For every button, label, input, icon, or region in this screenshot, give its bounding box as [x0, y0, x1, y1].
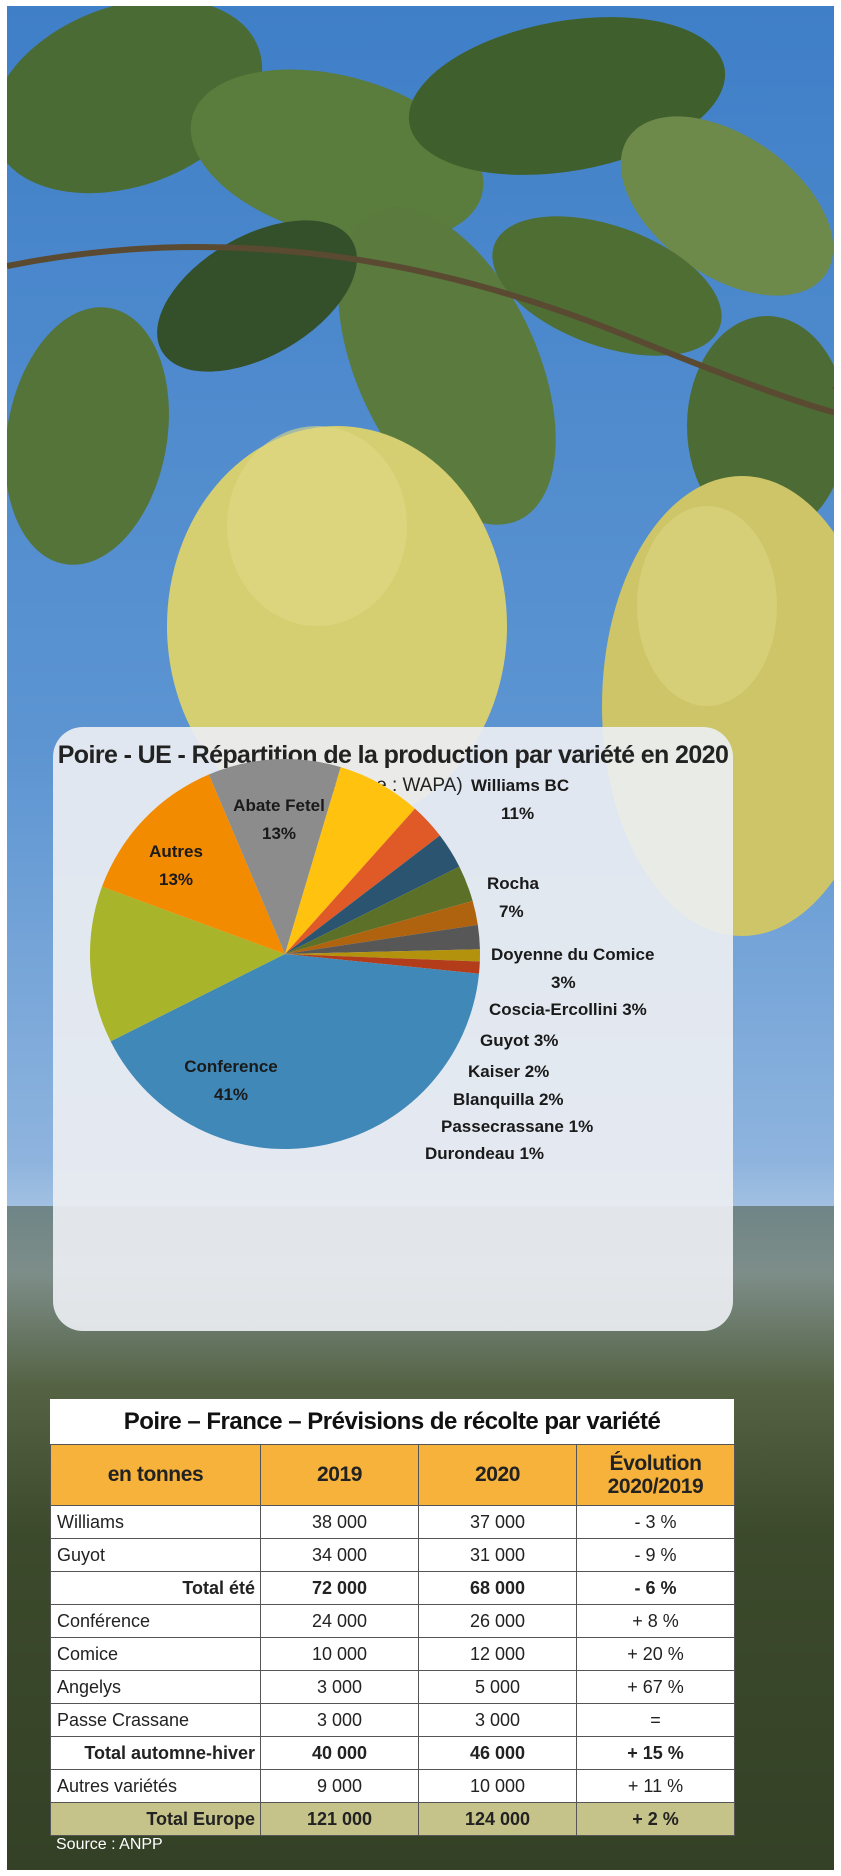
header-evolution: Évolution 2020/2019: [576, 1444, 735, 1506]
value-2019: 38 000: [260, 1505, 419, 1539]
evolution-value: =: [576, 1703, 735, 1737]
evolution-value: - 3 %: [576, 1505, 735, 1539]
value-2020: 68 000: [418, 1571, 577, 1605]
value-2019: 3 000: [260, 1670, 419, 1704]
slice-label: Blanquilla 2%: [453, 1090, 564, 1109]
evolution-value: + 67 %: [576, 1670, 735, 1704]
slice-label: Guyot 3%: [480, 1031, 558, 1050]
value-2019: 34 000: [260, 1538, 419, 1572]
table-row: Comice 10 000 12 000 + 20 %: [50, 1637, 735, 1671]
pie-slice: [101, 774, 285, 954]
pie-slice: [285, 808, 440, 954]
chart-title: Poire - UE - Répartition de la productio…: [57, 741, 729, 769]
row-label: Guyot: [50, 1538, 261, 1572]
evolution-value: + 8 %: [576, 1604, 735, 1638]
table-source: Source : ANPP: [56, 1836, 163, 1853]
value-2020: 5 000: [418, 1670, 577, 1704]
table-row: Williams 38 000 37 000- 3 %: [50, 1505, 735, 1539]
row-label: Williams: [50, 1505, 261, 1539]
header-evolution-label: Évolution 2020/2019: [607, 1451, 704, 1498]
table-row: Autres variétés 9 000 10 000 + 11 %: [50, 1769, 735, 1803]
pie-chart: Williams BC 11% Rocha 7% Doyenne du Comice 3%…: [90, 759, 654, 1163]
slice-label: Coscia-Ercollini 3%: [489, 1000, 647, 1019]
value-2019: 10 000: [260, 1637, 419, 1671]
pie-slice: [285, 954, 480, 974]
slice-label: Autres 13%: [149, 842, 203, 889]
header-2020: 2020: [418, 1444, 577, 1506]
slice-label: Doyenne du Comice 3%: [491, 945, 654, 992]
slice-label: Abate Fetel 13%: [233, 796, 325, 843]
pie-slice: [285, 767, 415, 954]
row-label: Angelys: [50, 1670, 261, 1704]
pie-slice: [285, 835, 460, 954]
evolution-value: + 20 %: [576, 1637, 735, 1671]
evolution-value: + 15 %: [576, 1736, 735, 1770]
slice-label: Rocha 7%: [487, 874, 540, 921]
value-2019: 72 000: [260, 1571, 419, 1605]
slice-label: Durondeau 1%: [425, 1144, 544, 1163]
slice-label: Kaiser 2%: [468, 1062, 549, 1081]
harvest-forecast-table-block: Poire – France – Prévisions de récolte p…: [50, 1399, 735, 1836]
slice-label: Conference 41%: [184, 1057, 278, 1104]
row-label: Conférence: [50, 1604, 261, 1638]
pie-slice: [110, 954, 480, 1149]
value-2020: 10 000: [418, 1769, 577, 1803]
value-2019: 121 000: [260, 1802, 419, 1836]
row-label: Passe Crassane: [50, 1703, 261, 1737]
harvest-forecast-table: en tonnes 2019 2020 Évolution 2020/2019 …: [50, 1444, 735, 1836]
value-2020: 46 000: [418, 1736, 577, 1770]
pie-slice: [208, 759, 341, 954]
pie-slice: [90, 886, 286, 1042]
pie-chart-panel: Poire - UE - Répartition de la productio…: [53, 727, 733, 1331]
row-label: Total été: [50, 1571, 261, 1605]
value-2019: 24 000: [260, 1604, 419, 1638]
header-unit: en tonnes: [50, 1444, 261, 1506]
row-label: Total Europe: [50, 1802, 261, 1836]
table-row: Guyot 34 000 31 000- 9 %: [50, 1538, 735, 1572]
row-label: Autres variétés: [50, 1769, 261, 1803]
table-row: Total Europe 121 000 124 000 + 2 %: [50, 1802, 735, 1836]
pie-slice: [285, 900, 478, 954]
pie-slice: [285, 866, 473, 954]
pie-slice: [285, 949, 481, 962]
value-2019: 3 000: [260, 1703, 419, 1737]
pie-slice: [285, 924, 480, 954]
value-2020: 37 000: [418, 1505, 577, 1539]
slice-label: Williams BC 11%: [471, 776, 569, 823]
slice-label: Passecrassane 1%: [441, 1117, 593, 1136]
value-2020: 3 000: [418, 1703, 577, 1737]
table-row: Passe Crassane 3 000 3 000 =: [50, 1703, 735, 1737]
table-title: Poire – France – Prévisions de récolte p…: [50, 1399, 734, 1444]
value-2020: 124 000: [418, 1802, 577, 1836]
row-label: Total automne-hiver: [50, 1736, 261, 1770]
table-row: Conférence 24 000 26 000 + 8 %: [50, 1604, 735, 1638]
value-2019: 40 000: [260, 1736, 419, 1770]
value-2020: 31 000: [418, 1538, 577, 1572]
row-label: Comice: [50, 1637, 261, 1671]
value-2020: 26 000: [418, 1604, 577, 1638]
value-2020: 12 000: [418, 1637, 577, 1671]
evolution-value: - 9 %: [576, 1538, 735, 1572]
evolution-value: - 6 %: [576, 1571, 735, 1605]
table-header-row: en tonnes 2019 2020 Évolution 2020/2019: [50, 1444, 735, 1506]
header-2019: 2019: [260, 1444, 419, 1506]
evolution-value: + 11 %: [576, 1769, 735, 1803]
evolution-value: + 2 %: [576, 1802, 735, 1836]
value-2019: 9 000: [260, 1769, 419, 1803]
table-row: Angelys 3 000 5 000 + 67 %: [50, 1670, 735, 1704]
table-row: Total été 72 000 68 000- 6 %: [50, 1571, 735, 1605]
table-row: Total automne-hiver 40 000 46 000 + 15 %: [50, 1736, 735, 1770]
